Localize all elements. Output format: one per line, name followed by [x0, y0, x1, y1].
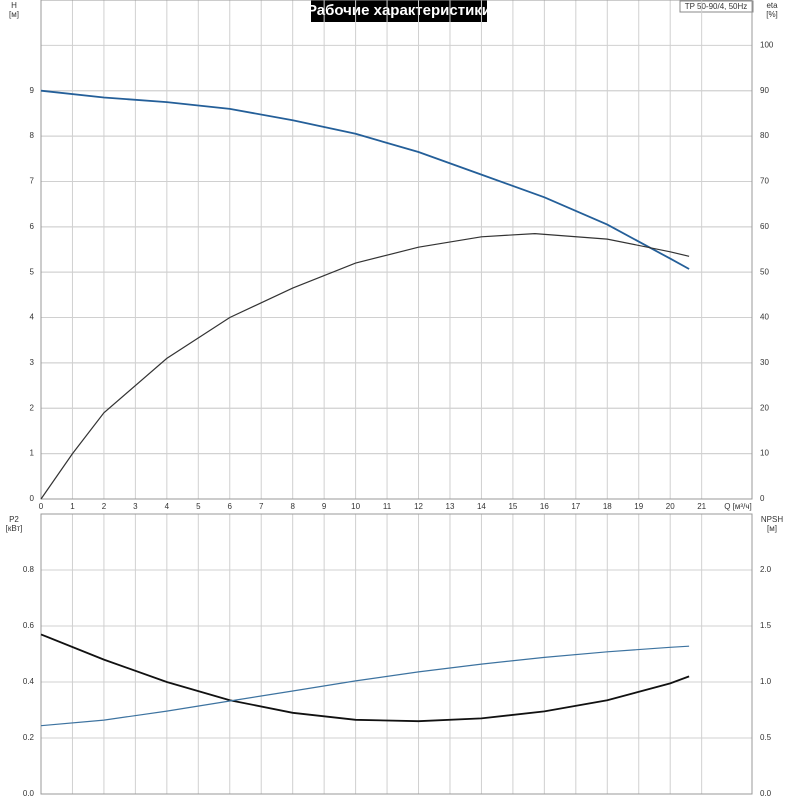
x-tick-label: 6	[228, 502, 233, 511]
plot-frame	[40, 0, 753, 500]
model-label: TP 50-90/4, 50Hz	[685, 2, 748, 11]
title-box	[311, 0, 487, 22]
x-tick-label: 14	[477, 502, 486, 511]
x-tick-label: 11	[383, 502, 392, 511]
curve	[40, 89, 690, 270]
y2-tick-label: 50	[760, 267, 769, 276]
y2-tick-label: 20	[760, 403, 769, 412]
chart-title: Рабочие характеристики	[307, 2, 491, 19]
y-tick-label: 7	[30, 177, 35, 186]
y2-tick-label: 2.0	[760, 565, 772, 574]
x-tick-label: 4	[165, 502, 170, 511]
x-tick-label: 13	[446, 502, 455, 511]
y2-tick-label: 80	[760, 131, 769, 140]
x-tick-label: 20	[666, 502, 675, 511]
x-tick-label: 5	[196, 502, 201, 511]
y2-tick-label: 0.0	[760, 789, 772, 798]
y2-tick-label: 60	[760, 222, 769, 231]
y-tick-label: 5	[30, 267, 35, 276]
x-tick-label: 1	[70, 502, 75, 511]
x-tick-label: 19	[634, 502, 643, 511]
x-tick-label: 2	[102, 502, 107, 511]
y2-tick-label: 0	[760, 494, 765, 503]
y-tick-label: 1	[30, 449, 35, 458]
y-tick-label: 0.8	[23, 565, 35, 574]
x-tick-label: 12	[414, 502, 423, 511]
y-axis-label: [кВт]	[6, 524, 23, 533]
x-tick-label: 15	[508, 502, 517, 511]
x-tick-label: 21	[697, 502, 706, 511]
model-box	[679, 0, 754, 13]
curve	[40, 232, 690, 500]
y-axis-label: H	[11, 1, 17, 10]
y-tick-label: 0.4	[23, 677, 35, 686]
y-tick-label: 6	[30, 222, 35, 231]
x-axis-label: Q [м³/ч]	[724, 502, 751, 511]
x-tick-label: 3	[133, 502, 138, 511]
curve	[40, 633, 690, 723]
y-tick-label: 0	[30, 494, 35, 503]
y2-tick-label: 90	[760, 86, 769, 95]
x-tick-label: 8	[290, 502, 295, 511]
y2-tick-label: 1.5	[760, 621, 772, 630]
plot-frame	[40, 513, 753, 795]
y2-axis-label: [%]	[766, 10, 778, 19]
curve	[40, 645, 690, 727]
y-tick-label: 3	[30, 358, 35, 367]
y2-tick-label: 100	[760, 40, 774, 49]
x-tick-label: 10	[351, 502, 360, 511]
y2-tick-label: 10	[760, 449, 769, 458]
y-tick-label: 0.2	[23, 733, 35, 742]
x-tick-label: 16	[540, 502, 549, 511]
y-tick-label: 0.0	[23, 789, 35, 798]
y-tick-label: 2	[30, 403, 35, 412]
y2-tick-label: 30	[760, 358, 769, 367]
y-tick-label: 4	[30, 313, 35, 322]
y2-tick-label: 70	[760, 177, 769, 186]
y2-axis-label: eta	[766, 1, 778, 10]
y-axis-label: P2	[9, 515, 19, 524]
y-tick-label: 0.6	[23, 621, 35, 630]
x-tick-label: 9	[322, 502, 327, 511]
x-tick-label: 18	[603, 502, 612, 511]
y2-tick-label: 1.0	[760, 677, 772, 686]
x-tick-label: 17	[571, 502, 580, 511]
y-axis-label: [м]	[9, 10, 19, 19]
x-tick-label: 7	[259, 502, 264, 511]
y-tick-label: 8	[30, 131, 35, 140]
y2-tick-label: 40	[760, 313, 769, 322]
y2-axis-label: [м]	[767, 524, 777, 533]
y2-axis-label: NPSH	[761, 515, 783, 524]
y2-tick-label: 0.5	[760, 733, 772, 742]
y-tick-label: 9	[30, 86, 35, 95]
x-tick-label: 0	[39, 502, 44, 511]
